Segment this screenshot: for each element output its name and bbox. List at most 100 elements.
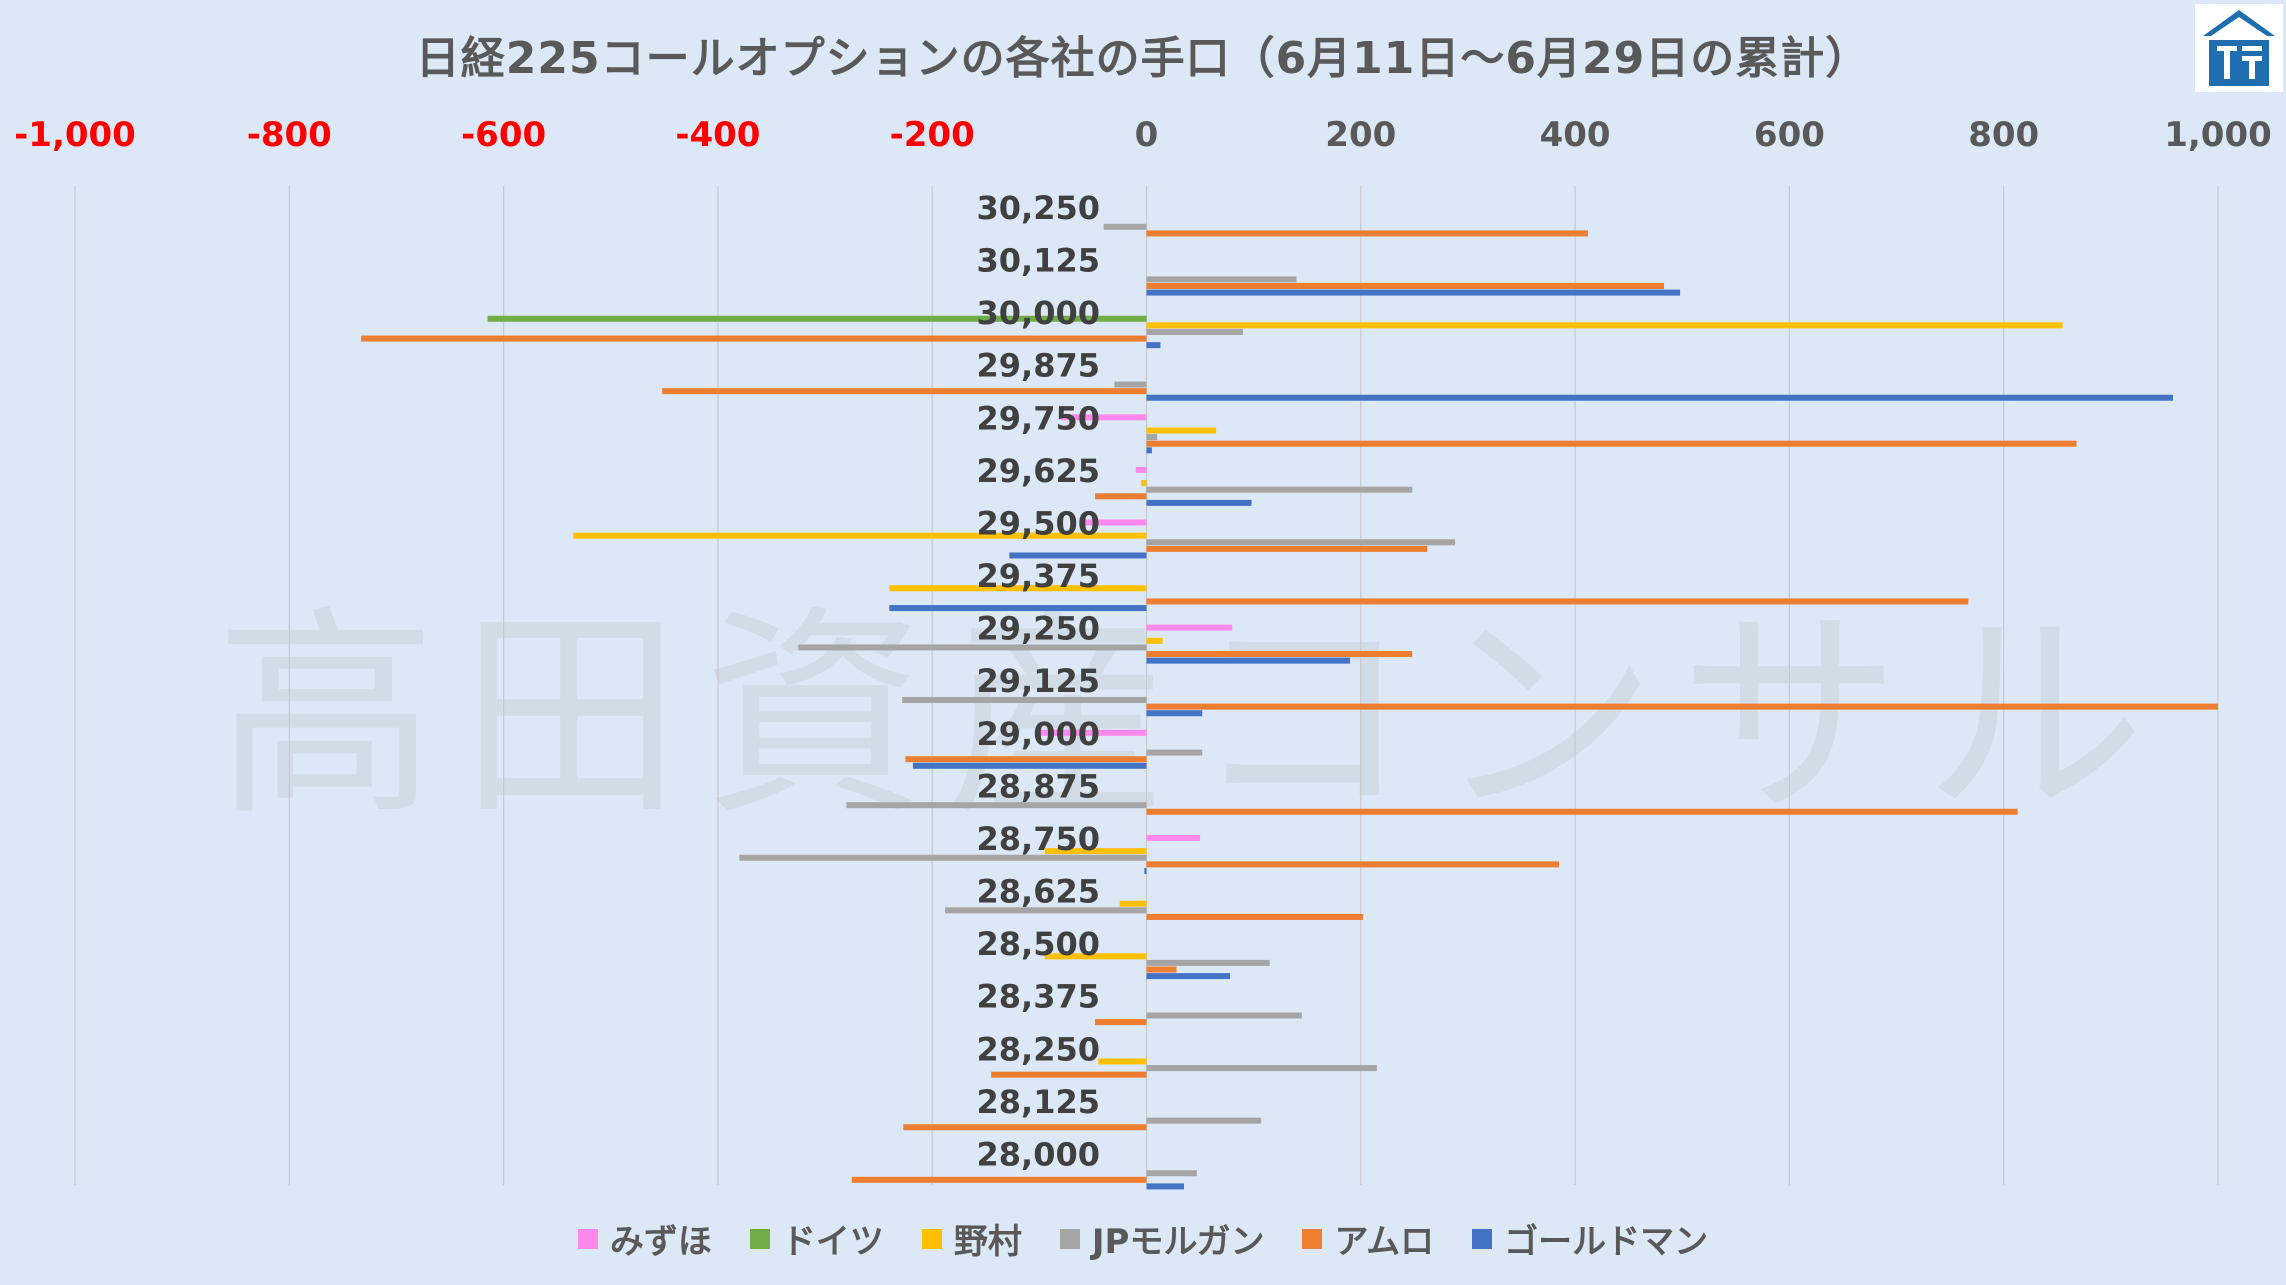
bar [487,315,1147,322]
bar [1146,1065,1377,1072]
bar [1146,434,1158,441]
bar [902,697,1147,704]
bar [846,802,1147,809]
bar [1146,861,1560,868]
bar [662,388,1147,395]
category-label: 28,375 [977,978,1100,1016]
category-label: 28,750 [977,820,1100,858]
bar [1146,328,1243,335]
bar [361,335,1147,342]
legend-label: みずほ [609,1222,712,1262]
legend-item: みずほ [577,1214,712,1263]
bar [798,644,1147,651]
bar [1146,657,1351,664]
bar [1146,545,1428,552]
bar [1044,848,1147,855]
legend-swatch [1472,1228,1493,1249]
bar [1146,289,1681,296]
x-tick-label: 0 [1135,115,1159,155]
category-label: 29,500 [977,504,1100,542]
bar [1146,499,1252,506]
category-label: 28,000 [977,1135,1100,1173]
bar [1119,900,1147,907]
bar [1146,276,1297,283]
bar [1146,749,1203,756]
legend-swatch [1059,1228,1080,1249]
bar [1146,282,1665,289]
category-label: 29,625 [977,452,1100,490]
bar [912,762,1147,769]
bar [1146,834,1201,841]
bar [991,1071,1147,1078]
category-label: 29,875 [977,347,1100,385]
bar [1146,808,2018,815]
bar [1009,552,1147,559]
legend-label: ドイツ [781,1222,884,1262]
legend-swatch [749,1228,770,1249]
bar [1146,342,1161,349]
bar [1146,1012,1302,1019]
house-logo-icon [2203,10,2275,86]
legend: みずほ ドイツ 野村 JPモルガン アムロ ゴールドマン [0,1214,2286,1263]
bar [1095,1019,1147,1026]
x-tick-label: -200 [890,115,975,155]
bar [1146,230,1588,237]
legend-swatch [921,1228,942,1249]
category-label: 28,125 [977,1083,1100,1121]
bar [1146,322,2063,329]
legend-label: JPモルガン [1091,1222,1265,1262]
bar [1044,953,1147,960]
company-logo [2195,4,2283,92]
bar [1146,598,1969,605]
category-label: 29,000 [977,715,1100,753]
category-label: 28,875 [977,767,1100,805]
bar [1114,381,1147,388]
bar [1144,867,1147,874]
bar [1146,973,1231,980]
gridlines [74,186,2219,1185]
bar [1141,480,1147,487]
legend-item: ゴールドマン [1472,1214,1708,1263]
bar [1135,466,1147,473]
legend-item: アムロ [1302,1214,1434,1263]
bar [889,585,1147,592]
legend-item: 野村 [921,1214,1022,1263]
bar [1146,1183,1185,1190]
legend-item: ドイツ [749,1214,884,1263]
bar [1146,710,1203,717]
bar [945,907,1147,914]
bars [361,223,2218,1190]
legend-swatch [577,1228,598,1249]
x-tick-label: -600 [461,115,546,155]
bar [889,605,1147,612]
category-label: 29,125 [977,662,1100,700]
category-label: 28,625 [977,873,1100,911]
bar [1146,394,2173,401]
x-tick-label: 400 [1540,115,1611,155]
legend-label: 野村 [953,1222,1022,1262]
bar [1060,414,1147,421]
x-tick-label: -1,000 [14,115,136,155]
legend-label: アムロ [1334,1222,1435,1262]
category-label: 28,250 [977,1030,1100,1068]
bar [1146,486,1413,493]
x-tick-label: -800 [247,115,332,155]
bar [1146,966,1177,973]
bar [1146,440,2077,447]
legend-item: JPモルガン [1059,1214,1265,1263]
x-tick-label: 800 [1968,115,2039,155]
bar [1146,703,2218,710]
bar [851,1176,1147,1183]
bar [739,854,1147,861]
category-label: 30,125 [977,242,1100,280]
x-tick-label: 1,000 [2164,115,2272,155]
category-labels: 30,250 30,125 30,000 29,875 29,750 29,625 29,5… [977,189,1100,1173]
x-axis-ticks: -1,000 -800 -600 -400 -200 0 200 400 600 800 1,000 [14,115,2272,155]
bar [1039,729,1147,736]
bar [1146,913,1363,920]
x-tick-label: 600 [1754,115,1825,155]
bar [1146,651,1413,658]
bar [1146,427,1217,434]
category-label: 28,500 [977,925,1100,963]
